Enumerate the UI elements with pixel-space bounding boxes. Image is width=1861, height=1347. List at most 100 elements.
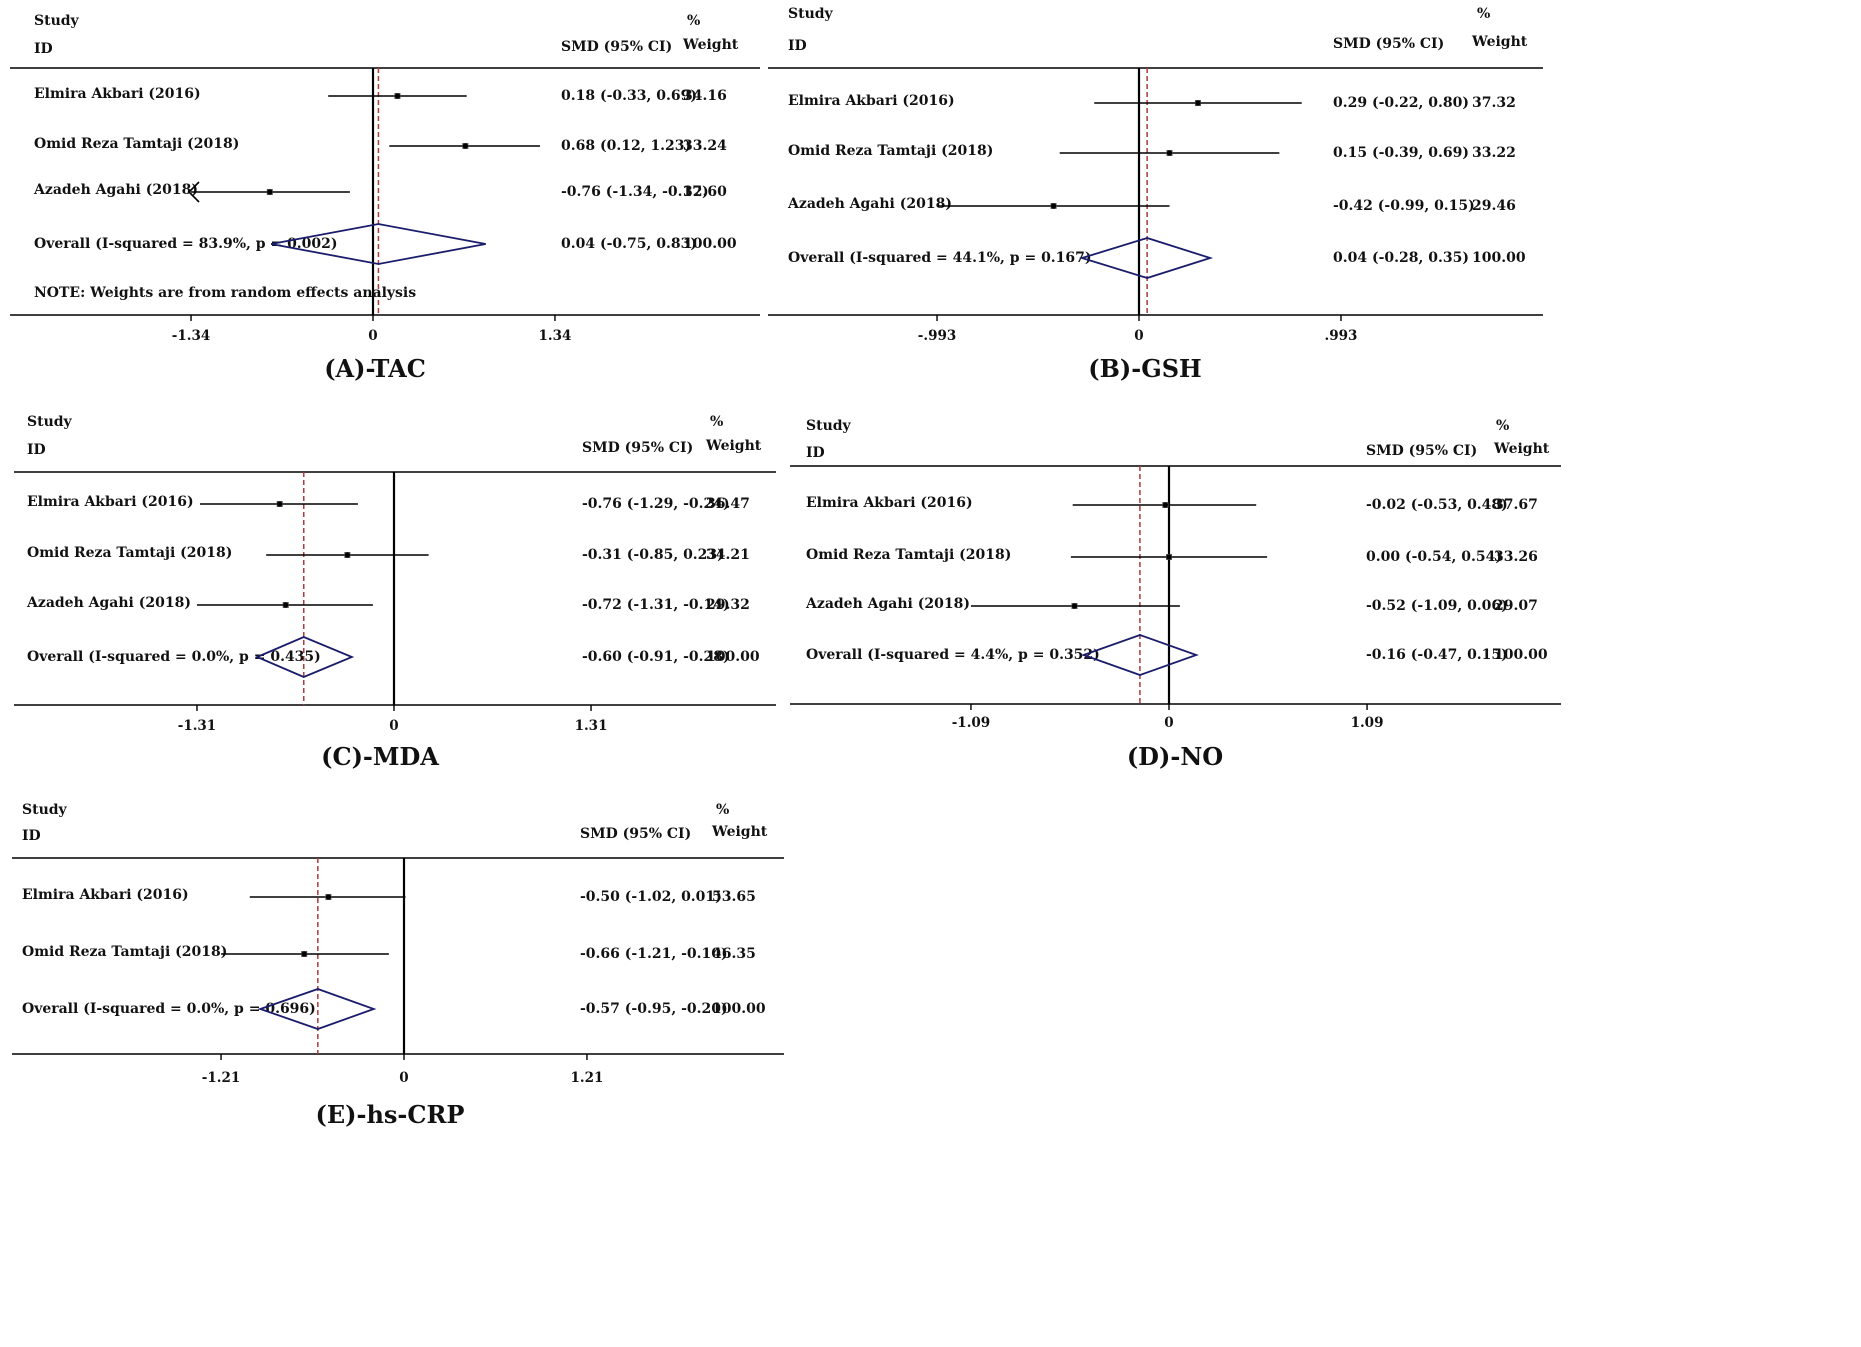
header-study: Study (806, 418, 852, 434)
study-label: Azadeh Agahi (2018) (787, 196, 952, 212)
header-effect: SMD (95% CI) (1333, 36, 1444, 52)
study-label: Azadeh Agahi (2018) (26, 595, 191, 611)
study-label: Azadeh Agahi (2018) (33, 182, 198, 198)
x-tick-label: 0 (1134, 328, 1143, 344)
overall-diamond (257, 988, 377, 1030)
header-study: Study (27, 414, 73, 430)
study-label: Omid Reza Tamtaji (2018) (34, 136, 239, 152)
x-tick-label: 1.31 (575, 718, 608, 734)
study-ci-text: 0.18 (-0.33, 0.69) (561, 88, 697, 104)
overall-ci-text: 0.04 (-0.75, 0.83) (561, 236, 697, 252)
header-id: ID (34, 41, 53, 57)
header-effect: SMD (95% CI) (580, 826, 691, 842)
study-point (301, 951, 307, 957)
overall-weight: 100.00 (706, 649, 760, 665)
study-weight: 29.07 (1494, 598, 1538, 614)
study-label: Omid Reza Tamtaji (2018) (27, 545, 232, 561)
overall-ci-text: -0.57 (-0.95, -0.20) (580, 1001, 728, 1017)
header-percent: % (1477, 6, 1490, 22)
header-weight: Weight (1493, 441, 1550, 457)
x-tick-label: 1.21 (571, 1070, 604, 1086)
study-weight: 37.67 (1494, 497, 1538, 513)
study-point (1166, 150, 1173, 156)
study-label: Omid Reza Tamtaji (2018) (22, 944, 227, 960)
overall-label: Overall (I-squared = 44.1%, p = 0.167) (788, 250, 1092, 266)
forest-panel-2: Study ID SMD (95% CI)% Weight -.993 0 .993 Elmi… (768, 6, 1543, 383)
overall-diamond (1078, 237, 1214, 279)
panel-caption: (A)-TAC (324, 354, 426, 383)
study-ci-text: -0.72 (-1.31, -0.14) (582, 597, 730, 613)
overall-label: Overall (I-squared = 0.0%, p = 0.435) (27, 649, 321, 665)
overall-label: Overall (I-squared = 4.4%, p = 0.352) (806, 647, 1100, 663)
study-point (1195, 100, 1201, 106)
x-tick-label: -1.31 (178, 718, 216, 734)
x-tick-label: -1.21 (202, 1070, 240, 1086)
x-tick-label: 0 (368, 328, 377, 344)
x-tick-label: 1.09 (1351, 715, 1384, 731)
overall-ci-text: 0.04 (-0.28, 0.35) (1333, 250, 1469, 266)
x-tick-label: -1.09 (952, 715, 990, 731)
study-point (462, 143, 468, 149)
ci-arrow (187, 181, 200, 203)
header-study: Study (22, 802, 68, 818)
study-point (1050, 203, 1057, 209)
overall-weight: 100.00 (683, 236, 737, 252)
overall-label: Overall (I-squared = 83.9%, p = 0.002) (34, 236, 338, 252)
panel-caption: (B)-GSH (1088, 354, 1201, 383)
header-percent: % (716, 802, 729, 818)
study-ci-text: -0.76 (-1.29, -0.24) (582, 496, 730, 512)
header-weight: Weight (1471, 34, 1528, 50)
study-weight: 46.35 (712, 946, 756, 962)
study-ci-text: 0.00 (-0.54, 0.54) (1366, 549, 1502, 565)
study-point (344, 552, 350, 558)
study-point (267, 189, 273, 195)
study-ci-text: -0.52 (-1.09, 0.06) (1366, 598, 1508, 614)
header-weight: Weight (682, 37, 739, 53)
x-tick-label: .993 (1325, 328, 1358, 344)
study-point (325, 894, 331, 900)
study-weight: 29.46 (1472, 198, 1516, 214)
study-ci-text: -0.76 (-1.34, -0.17) (561, 184, 709, 200)
study-point (1166, 554, 1172, 560)
study-point (1071, 603, 1078, 609)
study-ci-text: 0.29 (-0.22, 0.80) (1333, 95, 1469, 111)
forest-panel-3: Study ID SMD (95% CI)% Weight -1.31 0 1.31 Elmi… (14, 414, 776, 771)
study-label: Elmira Akbari (2016) (788, 93, 955, 109)
forest-panel-1: Study ID SMD (95% CI)% Weight -1.34 0 1.34 Elmi… (10, 13, 760, 383)
header-study: Study (34, 13, 80, 29)
study-ci-text: -0.66 (-1.21, -0.10) (580, 946, 728, 962)
study-label: Azadeh Agahi (2018) (805, 596, 970, 612)
header-id: ID (27, 442, 46, 458)
study-ci-text: 0.68 (0.12, 1.23) (561, 138, 691, 154)
forest-panel-5: Study ID SMD (95% CI)% Weight -1.21 0 1.21 Elmi… (12, 802, 784, 1129)
study-ci-text: -0.31 (-0.85, 0.23) (582, 547, 724, 563)
study-label: Elmira Akbari (2016) (34, 86, 201, 102)
header-effect: SMD (95% CI) (561, 39, 672, 55)
header-weight: Weight (705, 438, 762, 454)
study-weight: 33.24 (683, 138, 727, 154)
x-tick-label: -1.34 (172, 328, 210, 344)
study-label: Elmira Akbari (2016) (806, 495, 973, 511)
overall-diamond (254, 636, 355, 678)
header-id: ID (22, 828, 41, 844)
study-weight: 33.26 (1494, 549, 1538, 565)
x-tick-label: 0 (389, 718, 398, 734)
header-percent: % (710, 414, 723, 430)
study-weight: 32.60 (683, 184, 727, 200)
overall-label: Overall (I-squared = 0.0%, p = 0.696) (22, 1001, 316, 1017)
x-tick-label: -.993 (918, 328, 956, 344)
x-tick-label: 0 (1164, 715, 1173, 731)
study-point (277, 501, 283, 507)
study-ci-text: 0.15 (-0.39, 0.69) (1333, 145, 1469, 161)
weights-note: NOTE: Weights are from random effects an… (34, 285, 416, 301)
header-id: ID (788, 38, 807, 54)
study-point (283, 602, 289, 608)
x-tick-label: 1.34 (539, 328, 572, 344)
study-weight: 33.22 (1472, 145, 1516, 161)
study-weight: 34.16 (683, 88, 727, 104)
study-weight: 53.65 (712, 889, 756, 905)
study-weight: 34.21 (706, 547, 750, 563)
overall-weight: 100.00 (1494, 647, 1548, 663)
study-point (394, 93, 401, 99)
